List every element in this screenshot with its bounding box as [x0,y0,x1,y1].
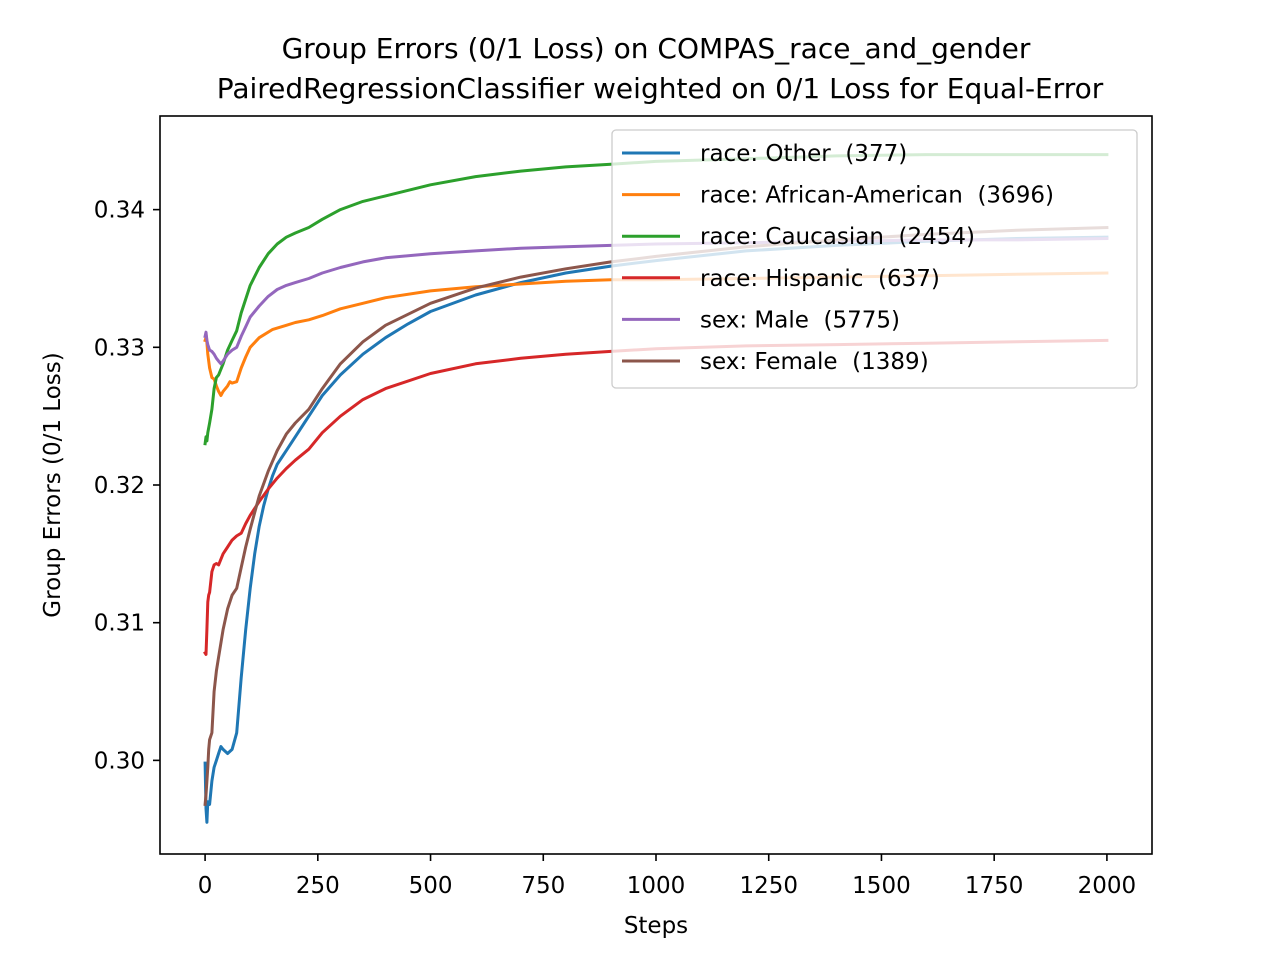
x-tick-label: 2000 [1078,873,1137,899]
x-axis-label: Steps [624,913,688,939]
y-tick-label: 0.30 [94,748,145,774]
legend-entry-1: race: African-American (3696) [700,183,1054,209]
y-tick-label: 0.34 [94,198,145,224]
x-tick-label: 0 [198,873,213,899]
x-tick-label: 1750 [965,873,1024,899]
series-line-5 [203,225,1109,807]
plot-area [203,153,1109,824]
legend-entry-2: race: Caucasian (2454) [700,224,975,250]
x-tick-label: 750 [521,873,565,899]
x-tick-label: 1500 [852,873,911,899]
x-tick-label: 1250 [739,873,798,899]
series-line-3 [203,338,1109,656]
legend-box [611,129,1138,389]
y-tick-label: 0.32 [94,473,145,499]
series-line-1 [203,271,1109,397]
x-tick-label: 500 [409,873,453,899]
y-tick-label: 0.33 [94,335,145,361]
series-line-4 [203,236,1109,366]
chart-title: Group Errors (0/1 Loss) on COMPAS_race_a… [282,32,1031,65]
y-axis: 0.30 0.31 0.32 0.33 0.34 [94,198,160,774]
legend: race: Other (377) race: African-American … [611,129,1138,389]
y-axis-label: Group Errors (0/1 Loss) [40,352,66,617]
legend-entry-5: sex: Female (1389) [700,349,929,375]
legend-entry-4: sex: Male (5775) [700,307,900,333]
axes-frame [159,115,1153,855]
chart-subtitle: PairedRegressionClassifier weighted on 0… [217,72,1104,105]
x-tick-label: 1000 [627,873,686,899]
series-line-0 [203,235,1109,824]
x-axis: 0 250 500 750 1000 1250 1500 1750 2000 [198,854,1136,899]
legend-entry-0: race: Other (377) [700,141,907,167]
y-tick-label: 0.31 [94,611,145,637]
legend-entry-3: race: Hispanic (637) [700,266,940,292]
x-tick-label: 250 [296,873,340,899]
series-line-2 [203,153,1109,446]
